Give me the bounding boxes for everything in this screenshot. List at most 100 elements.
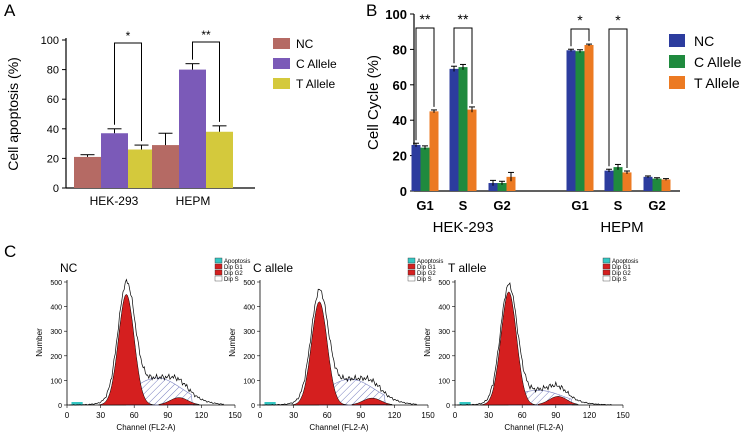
panel-label-b: B <box>366 1 377 20</box>
x-tick-label: 30 <box>96 411 105 420</box>
x-axis-label: Channel (FL2-A) <box>504 423 563 432</box>
bar-t-allele <box>622 172 632 191</box>
significance-label: ** <box>458 11 469 27</box>
x-category-label: G2 <box>648 198 665 213</box>
x-category-label: HEK-293 <box>90 194 139 208</box>
legend-swatch <box>273 58 290 69</box>
bar-c-allele <box>497 183 507 191</box>
group-label: HEK-293 <box>433 219 494 236</box>
x-category-label: G1 <box>571 198 588 213</box>
y-tick-label: 100 <box>50 378 62 385</box>
histogram-envelope <box>69 278 224 406</box>
y-axis-label: Number <box>228 328 237 357</box>
y-tick-label: 200 <box>243 354 255 361</box>
legend-swatch <box>214 275 223 282</box>
x-tick-label: 0 <box>453 411 458 420</box>
bar-t-allele <box>429 111 439 191</box>
y-tick-label: 500 <box>243 280 255 287</box>
apoptosis-area <box>71 402 83 405</box>
x-category-label: S <box>614 198 623 213</box>
legend-label: C Allele <box>296 57 337 71</box>
significance-bracket <box>453 27 473 104</box>
g1-peak <box>98 293 155 406</box>
y-tick-label: 100 <box>385 7 407 22</box>
legend-label: Apoptosis <box>224 259 250 265</box>
x-tick-label: 120 <box>388 411 402 420</box>
x-tick-label: 30 <box>484 411 493 420</box>
legend-swatch <box>407 269 416 276</box>
legend-label: Dip S <box>224 277 239 283</box>
y-tick-label: 40 <box>393 113 407 128</box>
y-tick-label: 100 <box>243 378 255 385</box>
x-axis-label: Channel (FL2-A) <box>116 423 175 432</box>
histogram-2: 0 100 200 300 400 500 0 30 60 90 120 150 Channel (FL… <box>423 257 638 432</box>
legend-label: Dip S <box>417 277 432 283</box>
bar-t-allele <box>467 109 477 191</box>
histogram-1: 0 100 200 300 400 500 0 30 60 90 120 150 Channel (FL… <box>228 257 443 432</box>
legend-swatch <box>602 257 611 264</box>
legend-label: Dip G2 <box>612 271 631 277</box>
y-tick-label: 100 <box>438 378 450 385</box>
apoptosis-area <box>459 402 471 405</box>
legend-label: Dip S <box>612 277 627 283</box>
g2-peak <box>351 397 393 406</box>
bar-nc <box>604 170 614 191</box>
legend-swatch <box>407 275 416 282</box>
bar-c-allele <box>575 51 585 191</box>
histogram-envelope <box>457 282 612 406</box>
x-tick-label: 0 <box>258 411 263 420</box>
bar-c-allele <box>101 133 128 188</box>
legend-swatch <box>669 55 685 68</box>
x-tick-label: 60 <box>518 411 527 420</box>
panel-a: A 0 20 40 60 80 100 Cell apoptosis (%) HEK-293 * H… <box>4 1 337 208</box>
significance-label: * <box>615 12 621 28</box>
bar-nc <box>411 144 421 191</box>
x-tick-label: 90 <box>551 411 560 420</box>
significance-bracket <box>192 41 220 122</box>
bar-nc <box>449 68 459 191</box>
legend-swatch <box>669 34 685 47</box>
significance-bracket <box>608 28 628 168</box>
legend-label: Apoptosis <box>612 259 638 265</box>
legend-label: T Allele <box>296 77 335 91</box>
y-tick-label: 500 <box>50 280 62 287</box>
y-tick-label: 60 <box>47 94 59 106</box>
histogram-title: NC <box>60 261 78 275</box>
g1-peak <box>291 301 348 406</box>
legend-label: Apoptosis <box>417 259 443 265</box>
x-category-label: HEPM <box>176 194 211 208</box>
histogram-envelope <box>262 288 417 406</box>
legend-label: Dip G1 <box>612 265 631 271</box>
legend-swatch <box>214 263 223 270</box>
legend-swatch <box>602 263 611 270</box>
bar-nc <box>74 156 101 188</box>
significance-label: * <box>126 29 131 43</box>
y-tick-label: 0 <box>58 403 62 410</box>
panel-b: B 0 20 40 60 80 100 Cell Cycle (%) G1 S G2 G1 S G2 HEK… <box>365 1 742 236</box>
y-axis-label: Number <box>35 328 44 357</box>
y-tick-label: 400 <box>243 305 255 312</box>
bar-t-allele <box>506 176 516 191</box>
legend-label: Dip G2 <box>417 271 436 277</box>
legend-label: T Allele <box>694 75 740 91</box>
legend-label: C Allele <box>694 54 742 70</box>
y-tick-label: 300 <box>243 329 255 336</box>
significance-bracket <box>415 27 435 141</box>
legend-swatch <box>214 269 223 276</box>
bar-t-allele <box>128 149 155 188</box>
y-tick-label: 0 <box>400 184 407 199</box>
y-tick-label: 20 <box>47 153 59 165</box>
x-tick-label: 120 <box>195 411 209 420</box>
legend-swatch <box>214 257 223 264</box>
x-tick-label: 30 <box>289 411 298 420</box>
x-category-label: G2 <box>493 198 510 213</box>
legend-label: Dip G1 <box>417 265 436 271</box>
significance-label: ** <box>201 28 211 42</box>
bar-c-allele <box>613 167 623 191</box>
group-label: HEPM <box>600 219 643 236</box>
legend-swatch <box>273 78 290 89</box>
bar-nc <box>566 50 576 191</box>
x-axis-label: Channel (FL2-A) <box>309 423 368 432</box>
g2-peak <box>158 397 200 406</box>
